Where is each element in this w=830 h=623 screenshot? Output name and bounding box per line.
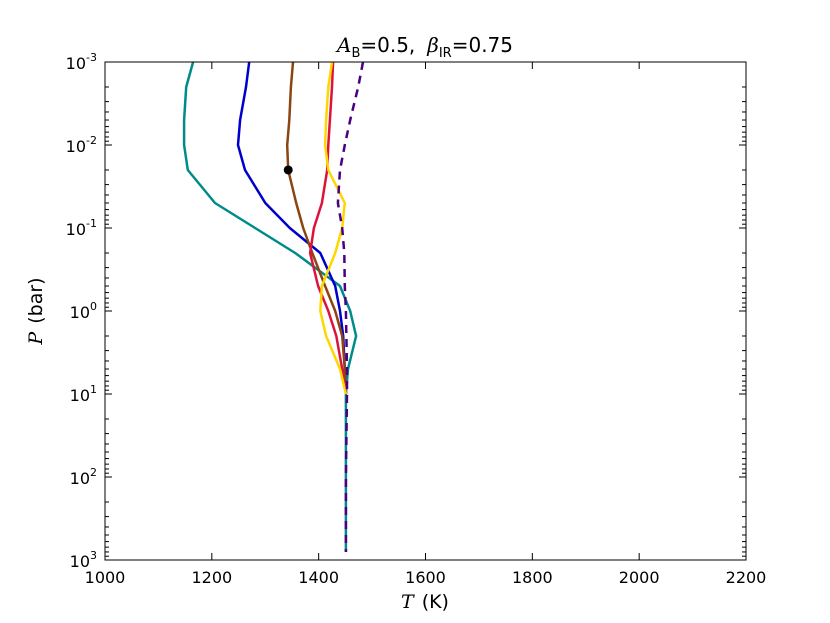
x-tick-label: 1600	[405, 568, 446, 587]
x-tick-label: 1000	[85, 568, 126, 587]
y-tick-label: 101	[70, 383, 97, 405]
series-line-5	[336, 61, 365, 552]
y-tick-label: 10-1	[66, 217, 97, 239]
chart-title: AB=0.5, βIR=0.75	[335, 33, 513, 61]
series-line-0	[182, 61, 358, 552]
plot-frame	[104, 61, 747, 561]
y-tick-label: 100	[70, 300, 97, 322]
y-axis-label: P(bar)	[25, 277, 47, 345]
y-tick-label: 10-2	[66, 134, 97, 156]
y-tick-label: 102	[70, 466, 97, 488]
y-tick-label: 10-3	[66, 51, 97, 73]
marker-point-0	[283, 165, 293, 175]
x-tick-label: 2000	[619, 568, 660, 587]
y-tick-label: 103	[70, 549, 97, 571]
x-tick-label: 1800	[512, 568, 553, 587]
x-tick-label: 1200	[191, 568, 232, 587]
x-tick-label: 1400	[298, 568, 339, 587]
x-tick-label: 2200	[726, 568, 767, 587]
x-axis-label: T (K)	[401, 591, 449, 613]
series-line-2	[285, 61, 348, 395]
series-line-3	[308, 61, 348, 395]
